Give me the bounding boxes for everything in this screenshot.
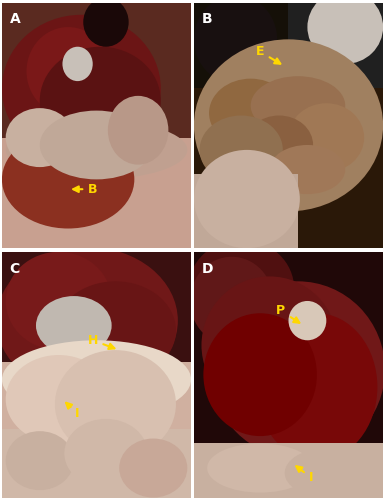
Ellipse shape xyxy=(201,276,338,414)
Ellipse shape xyxy=(55,350,176,458)
Ellipse shape xyxy=(27,27,110,116)
Ellipse shape xyxy=(55,282,176,380)
Text: A: A xyxy=(10,12,20,26)
Ellipse shape xyxy=(2,130,134,228)
Text: C: C xyxy=(10,262,20,276)
Ellipse shape xyxy=(108,96,168,164)
Text: B: B xyxy=(201,12,212,26)
Ellipse shape xyxy=(6,355,112,444)
Ellipse shape xyxy=(119,438,187,498)
Ellipse shape xyxy=(307,0,383,64)
Ellipse shape xyxy=(40,110,153,180)
Ellipse shape xyxy=(194,0,277,84)
Text: B: B xyxy=(73,182,97,196)
Bar xyxy=(194,2,288,88)
Bar xyxy=(194,174,298,248)
Bar xyxy=(2,362,191,498)
Ellipse shape xyxy=(199,116,283,184)
Ellipse shape xyxy=(288,103,364,172)
Text: I: I xyxy=(296,466,313,484)
Ellipse shape xyxy=(6,252,112,350)
Ellipse shape xyxy=(256,314,377,460)
Bar xyxy=(2,428,191,498)
Text: D: D xyxy=(201,262,213,276)
Ellipse shape xyxy=(270,145,345,194)
Ellipse shape xyxy=(285,448,368,498)
Bar xyxy=(194,444,383,498)
Ellipse shape xyxy=(0,247,178,394)
Ellipse shape xyxy=(194,40,383,212)
Ellipse shape xyxy=(2,340,191,419)
Ellipse shape xyxy=(6,120,187,180)
Ellipse shape xyxy=(203,314,317,436)
Ellipse shape xyxy=(2,15,161,162)
Ellipse shape xyxy=(211,282,385,458)
Text: E: E xyxy=(256,45,280,64)
Ellipse shape xyxy=(190,257,273,345)
Ellipse shape xyxy=(40,46,161,155)
Bar xyxy=(2,138,191,248)
Ellipse shape xyxy=(288,301,326,341)
Ellipse shape xyxy=(194,150,300,248)
Ellipse shape xyxy=(207,444,313,492)
Ellipse shape xyxy=(251,76,345,135)
Ellipse shape xyxy=(6,108,74,167)
Text: H: H xyxy=(87,334,114,349)
Ellipse shape xyxy=(209,78,292,148)
Ellipse shape xyxy=(64,419,147,488)
Text: P: P xyxy=(276,304,300,323)
Bar xyxy=(288,2,383,88)
Ellipse shape xyxy=(62,46,93,81)
Bar xyxy=(2,186,191,248)
Ellipse shape xyxy=(83,0,129,46)
Ellipse shape xyxy=(245,116,313,174)
Ellipse shape xyxy=(188,240,294,338)
Text: I: I xyxy=(66,403,80,420)
Ellipse shape xyxy=(6,431,74,490)
Ellipse shape xyxy=(36,296,112,355)
